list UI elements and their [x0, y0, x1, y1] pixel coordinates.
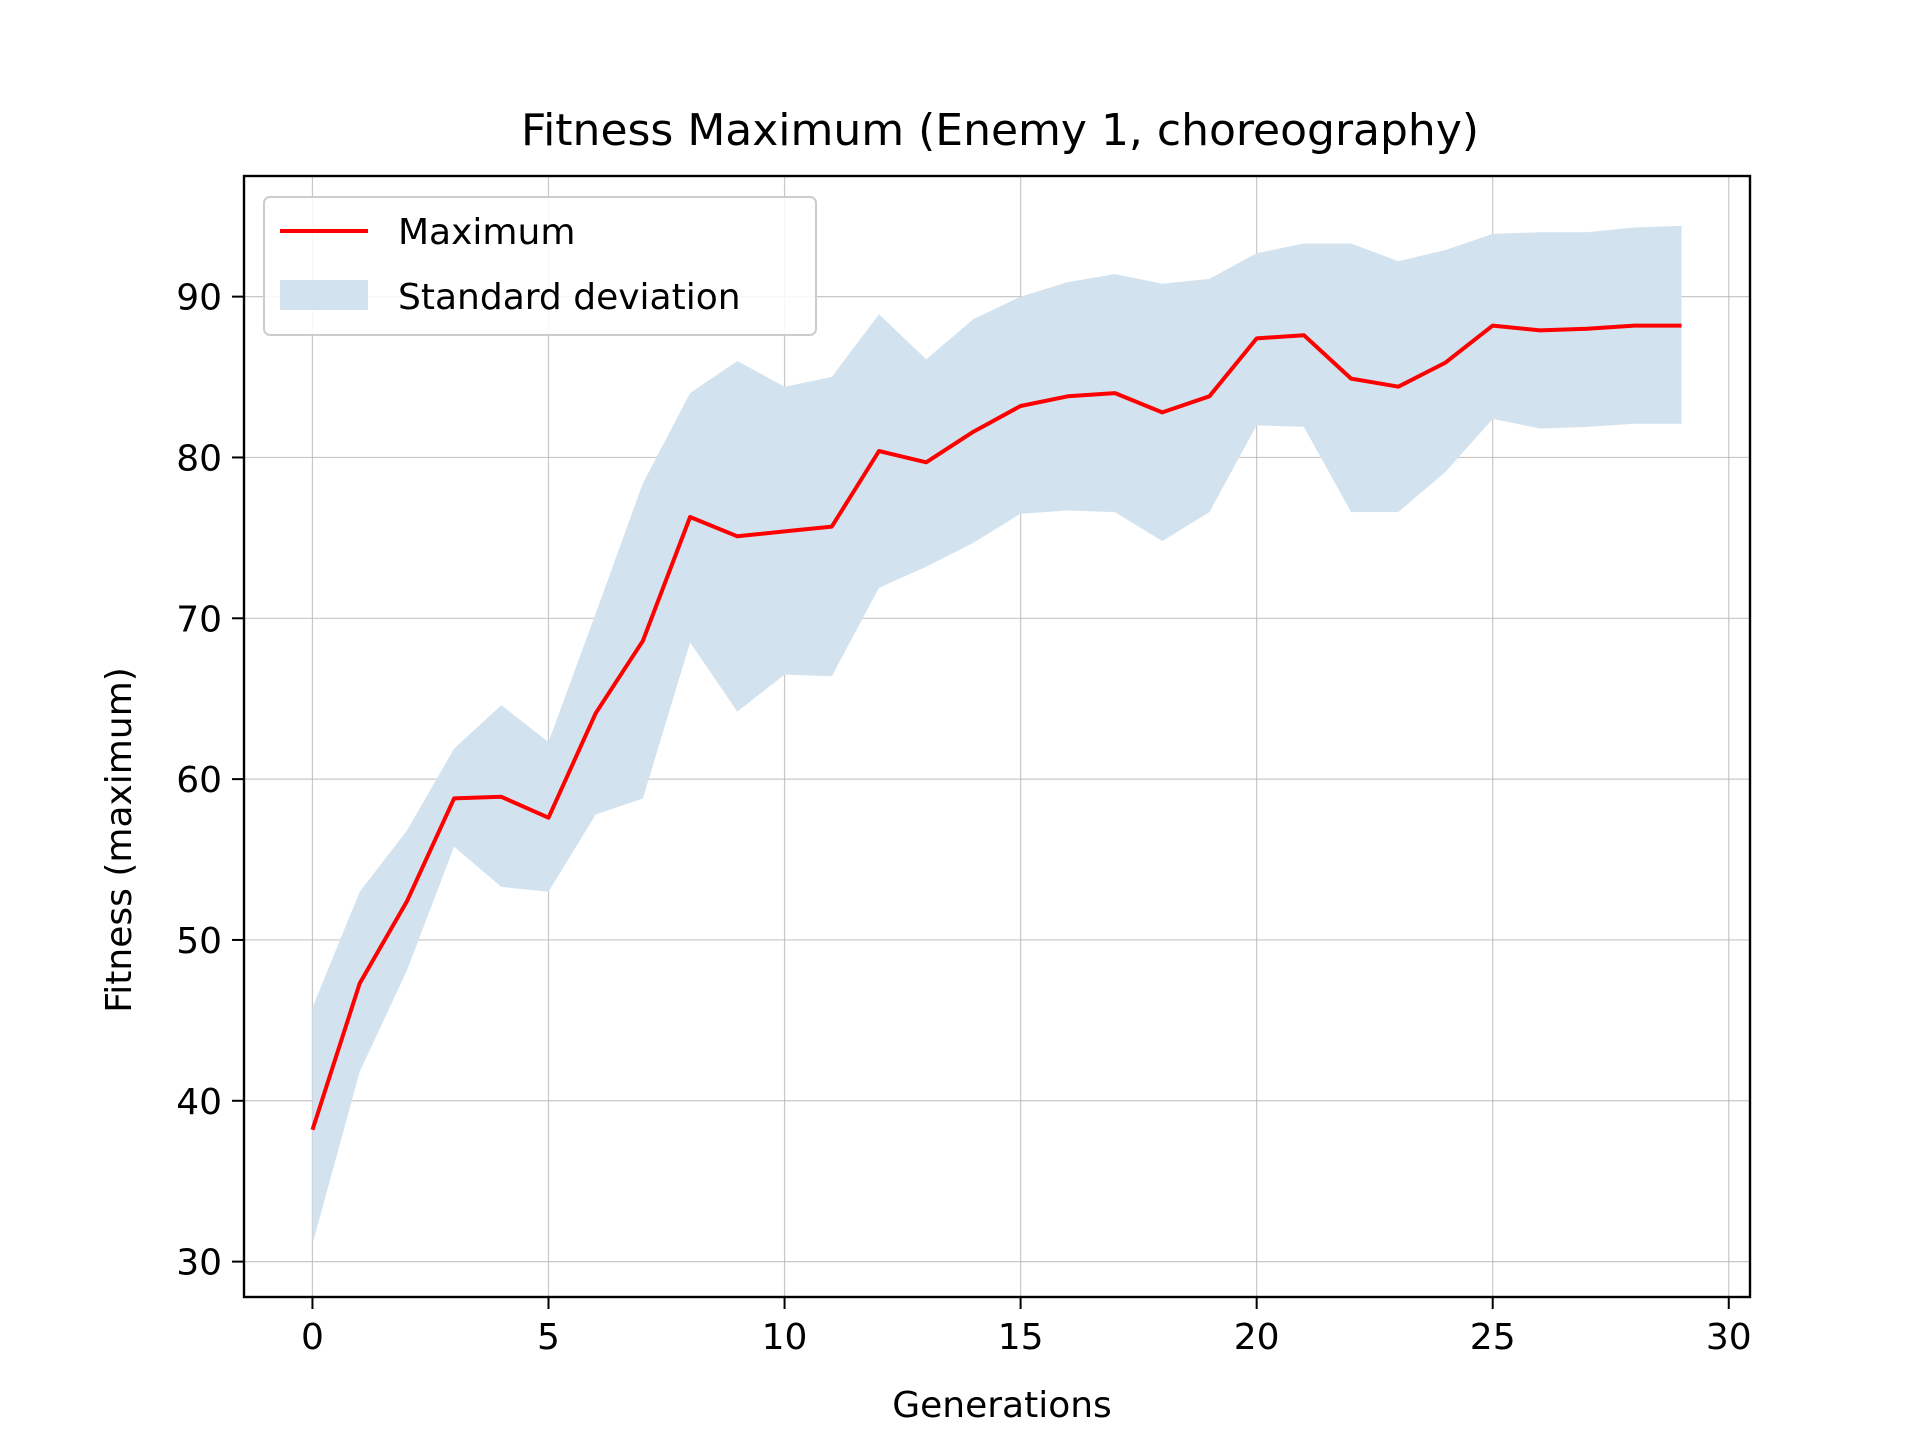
chart-title: Fitness Maximum (Enemy 1, choreography) [521, 105, 1479, 156]
x-axis-label: Generations [892, 1385, 1112, 1426]
x-tick-label: 15 [998, 1317, 1044, 1358]
y-tick-label: 40 [176, 1082, 222, 1123]
x-axis: 0 5 10 15 20 25 30 [301, 1297, 1752, 1358]
y-axis: 30 40 50 60 70 80 90 [176, 278, 244, 1284]
y-tick-label: 60 [176, 760, 222, 801]
y-tick-label: 50 [176, 921, 222, 962]
legend-box [263, 196, 817, 336]
y-tick-label: 80 [176, 438, 222, 479]
series-line-maximum [310, 323, 1682, 1131]
x-tick-label: 10 [762, 1317, 808, 1358]
x-tick-label: 0 [301, 1317, 324, 1358]
legend-band-swatch [280, 280, 368, 310]
x-tick-label: 25 [1470, 1317, 1516, 1358]
std-dev-band [312, 225, 1682, 1244]
legend-label-std-dev: Standard deviation [398, 277, 741, 318]
x-tick-label: 30 [1706, 1317, 1752, 1358]
plot-frame [242, 174, 1752, 1299]
y-tick-label: 30 [176, 1243, 222, 1284]
legend: Maximum Standard deviation [263, 196, 817, 336]
y-tick-label: 90 [176, 278, 222, 319]
y-axis-label: Fitness (maximum) [99, 667, 140, 1013]
x-tick-label: 5 [537, 1317, 560, 1358]
y-tick-label: 70 [176, 599, 222, 640]
legend-label-maximum: Maximum [398, 212, 575, 253]
x-tick-label: 20 [1234, 1317, 1280, 1358]
